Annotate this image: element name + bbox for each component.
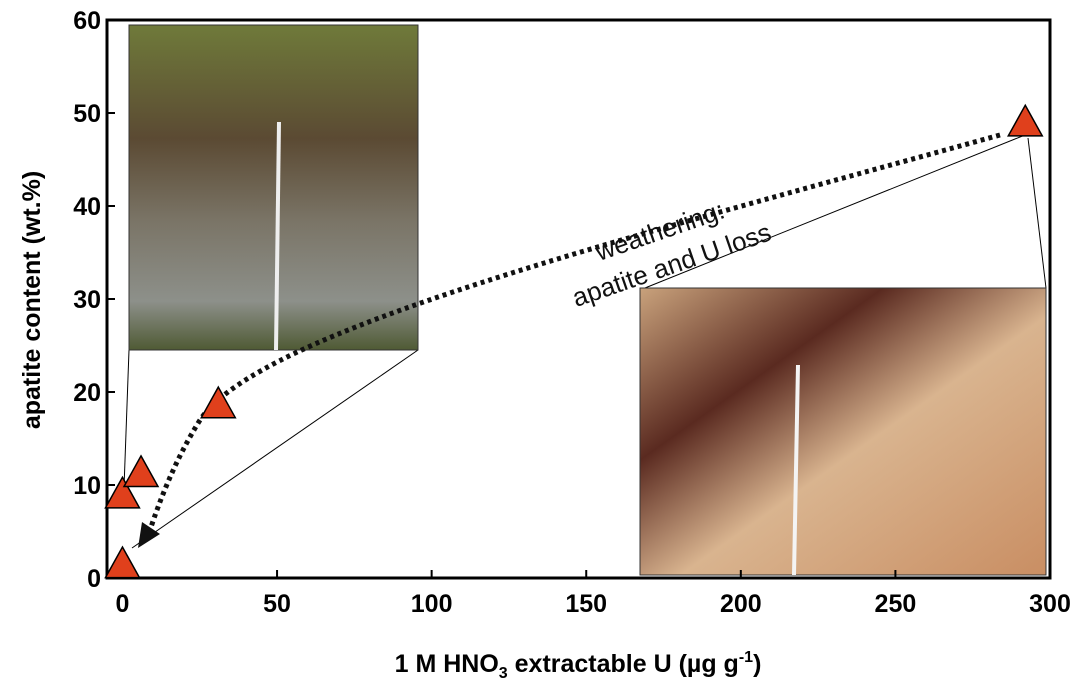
- data-point: [201, 387, 235, 418]
- x-tick-label: 300: [1029, 590, 1071, 618]
- y-tick-label: 30: [73, 286, 101, 314]
- y-tick-label: 60: [73, 7, 101, 35]
- x-label-part: ): [753, 650, 761, 678]
- data-point: [124, 456, 158, 487]
- x-axis-label: 1 M HNO3 extractable U (µg g-1): [395, 649, 762, 682]
- y-axis-label: apatite content (wt.%): [18, 171, 46, 429]
- outcrop-photo: [640, 288, 1046, 575]
- x-label-part: 1 M HNO: [395, 650, 499, 678]
- x-label-part: 3: [499, 665, 508, 682]
- photo-connector: [124, 350, 129, 488]
- photo-connector: [132, 350, 418, 548]
- data-point: [1008, 105, 1042, 136]
- x-tick-label: 100: [411, 590, 453, 618]
- outcrop-photo: [129, 25, 418, 350]
- x-label-part: extractable U (µg g: [508, 650, 739, 678]
- data-point: [105, 547, 139, 578]
- y-tick-label: 50: [73, 100, 101, 128]
- x-tick-label: 200: [720, 590, 762, 618]
- y-tick-label: 0: [87, 565, 101, 593]
- arrow-head: [138, 522, 160, 548]
- photo-connector: [1028, 138, 1046, 288]
- y-tick-label: 20: [73, 379, 101, 407]
- x-tick-label: 50: [263, 590, 291, 618]
- y-tick-label: 40: [73, 193, 101, 221]
- x-tick-label: 150: [565, 590, 607, 618]
- x-tick-label: 0: [116, 590, 130, 618]
- x-tick-label: 250: [875, 590, 917, 618]
- chart: weathering: apatite and U loss 1 M HNO3 …: [0, 0, 1084, 687]
- y-tick-label: 10: [73, 472, 101, 500]
- x-label-part: -1: [739, 649, 753, 666]
